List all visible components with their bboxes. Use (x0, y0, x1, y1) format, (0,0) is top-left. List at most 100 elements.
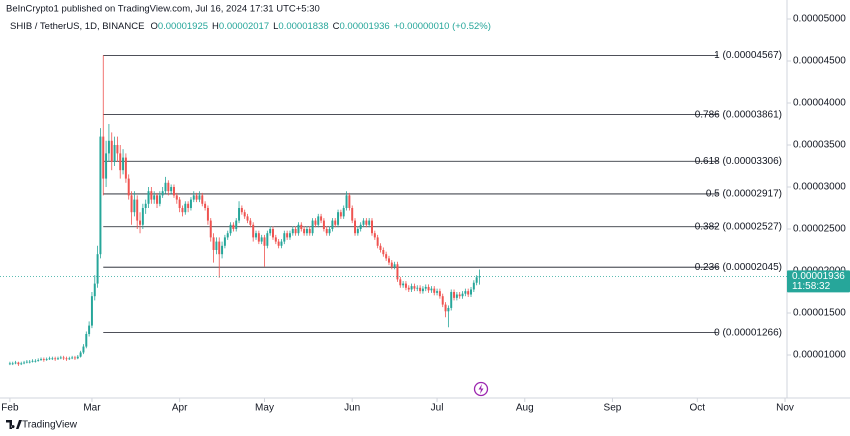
candle-body (40, 359, 43, 361)
candle-body (195, 195, 198, 200)
candle-body (184, 203, 187, 213)
candle-body (215, 241, 218, 250)
candle-body (57, 358, 59, 360)
candle-body (413, 286, 416, 289)
candle-body (470, 289, 473, 295)
candle-body (65, 358, 68, 360)
candle-body (209, 220, 212, 238)
candle-body (478, 276, 481, 278)
fib-label: 0.786 (0.00003861) (695, 109, 782, 120)
candle-body (31, 360, 34, 362)
x-tick-label: Nov (776, 403, 794, 414)
candle-body (419, 287, 422, 292)
l-label: L (273, 21, 278, 32)
candle-body (368, 220, 371, 225)
candle-body (424, 286, 427, 289)
candle-body (387, 258, 390, 263)
candle-body (291, 228, 294, 234)
candle-body (96, 254, 99, 284)
candle-body (218, 241, 221, 255)
symbol: SHIB / TetherUS, 1D, BINANCE (10, 21, 144, 32)
candle-body (14, 362, 17, 364)
candle-body (229, 224, 232, 234)
candle-body (122, 157, 125, 171)
y-tick-label: 0.00001500 (793, 308, 846, 319)
candle-body (144, 203, 147, 208)
candle-body (158, 195, 161, 204)
candle-body (339, 212, 342, 217)
candle-body (410, 286, 413, 290)
candle-body (189, 199, 192, 208)
candle-body (175, 195, 178, 200)
candle-body (54, 358, 57, 360)
candle-body (136, 199, 139, 221)
candle-body (99, 136, 102, 255)
candle-body (11, 363, 14, 365)
candle-body (365, 220, 368, 225)
y-tick-label: 0.00002500 (793, 224, 846, 235)
candle-body (334, 220, 337, 225)
h-label: H (212, 21, 219, 32)
candle-body (294, 228, 297, 234)
x-tick-label: Mar (83, 403, 101, 414)
candle-body (206, 207, 209, 221)
candle-body (356, 228, 359, 234)
candle-body (198, 195, 201, 200)
candle-body (404, 283, 407, 288)
candle-body (119, 153, 122, 171)
candle-body (34, 360, 37, 362)
x-tick-label: Jul (431, 403, 444, 414)
candle-body (37, 360, 40, 361)
candle-body (71, 357, 74, 359)
legend: SHIB / TetherUS, 1D, BINANCE O0.00001925 H… (10, 21, 491, 32)
candle-body (444, 304, 447, 312)
close: 0.00001936 (340, 21, 390, 32)
candle-body (124, 157, 127, 179)
o-label: O (150, 21, 157, 32)
candle-body (88, 325, 91, 334)
candle-body (362, 220, 365, 225)
candle-body (257, 233, 260, 242)
candle-body (399, 279, 402, 286)
countdown: 11:58:32 (792, 281, 831, 292)
candle-body (45, 359, 48, 361)
candle-body (269, 228, 272, 234)
candle-body (300, 224, 303, 229)
candle-body (351, 207, 354, 221)
candle-body (130, 195, 133, 213)
fib-label: 0.618 (0.00003306) (695, 156, 782, 167)
candle-body (325, 228, 328, 234)
candle-body (337, 212, 340, 225)
candle-body (150, 191, 153, 200)
candle-body (20, 363, 23, 365)
candle-body (161, 191, 164, 196)
candle-body (238, 207, 241, 221)
candle-body (433, 288, 436, 293)
candle-body (133, 199, 136, 213)
candle-body (8, 363, 11, 365)
candle-body (260, 237, 263, 242)
candle-body (141, 207, 144, 225)
candle-body (320, 216, 323, 221)
candle-body (170, 186, 173, 192)
candle-body (102, 136, 105, 179)
candle-body (90, 296, 93, 326)
candle-body (59, 357, 62, 359)
replay-icon[interactable] (473, 381, 489, 397)
candle-body (303, 228, 306, 234)
last-price-label: 0.00001936 (792, 271, 845, 282)
change: +0.00000010 (+0.52%) (394, 21, 491, 32)
x-tick-label: Jun (344, 403, 360, 414)
candle-body (110, 140, 113, 162)
candle-body (42, 359, 45, 361)
candle-body (82, 346, 85, 353)
candle-body (421, 288, 424, 292)
plot-area: 1 (0.00004567) 0.786 (0.00003861) 0.618 (0… (8, 50, 782, 366)
candle-body (28, 361, 31, 363)
candle-body (17, 362, 20, 365)
candle-body (464, 291, 467, 294)
candle-body (48, 358, 51, 360)
candle-body (113, 144, 116, 162)
